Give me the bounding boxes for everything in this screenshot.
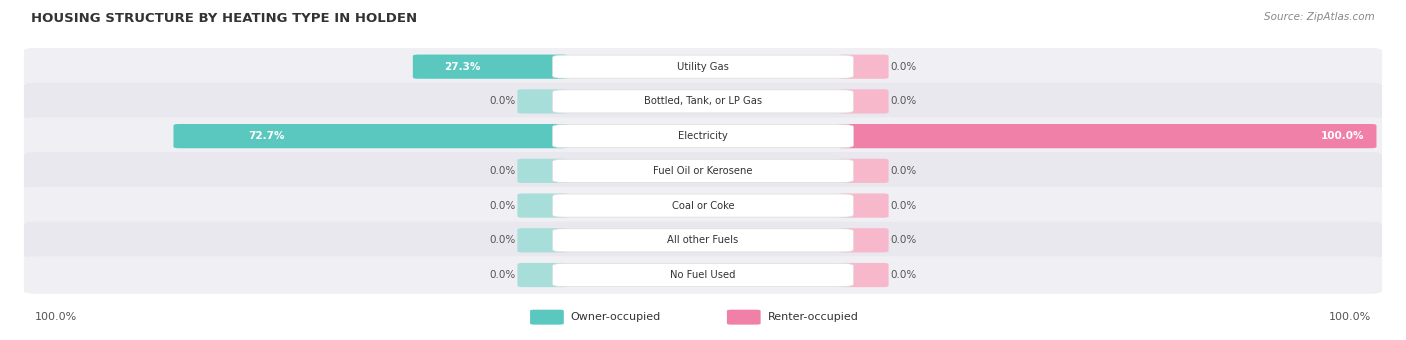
FancyBboxPatch shape (553, 90, 853, 113)
FancyBboxPatch shape (553, 264, 853, 287)
Text: 0.0%: 0.0% (489, 270, 516, 280)
Text: All other Fuels: All other Fuels (668, 235, 738, 245)
FancyBboxPatch shape (838, 89, 889, 114)
Text: 72.7%: 72.7% (247, 131, 284, 141)
FancyBboxPatch shape (553, 194, 853, 217)
FancyBboxPatch shape (838, 263, 889, 287)
Text: 0.0%: 0.0% (489, 166, 516, 176)
Text: 0.0%: 0.0% (890, 201, 917, 210)
Text: Coal or Coke: Coal or Coke (672, 201, 734, 210)
Text: 27.3%: 27.3% (444, 62, 481, 72)
FancyBboxPatch shape (173, 124, 568, 148)
FancyBboxPatch shape (553, 124, 853, 148)
Text: 0.0%: 0.0% (890, 62, 917, 72)
Text: 100.0%: 100.0% (1329, 312, 1371, 322)
FancyBboxPatch shape (24, 152, 1382, 190)
FancyBboxPatch shape (24, 187, 1382, 224)
Text: Source: ZipAtlas.com: Source: ZipAtlas.com (1264, 12, 1375, 22)
Text: 100.0%: 100.0% (1320, 131, 1364, 141)
FancyBboxPatch shape (553, 229, 853, 252)
FancyBboxPatch shape (413, 54, 568, 79)
Text: 0.0%: 0.0% (489, 201, 516, 210)
FancyBboxPatch shape (727, 310, 761, 325)
Text: 100.0%: 100.0% (35, 312, 77, 322)
FancyBboxPatch shape (24, 83, 1382, 120)
FancyBboxPatch shape (24, 117, 1382, 155)
FancyBboxPatch shape (553, 159, 853, 182)
Text: Owner-occupied: Owner-occupied (571, 312, 661, 322)
FancyBboxPatch shape (517, 263, 568, 287)
Text: Fuel Oil or Kerosene: Fuel Oil or Kerosene (654, 166, 752, 176)
Text: Electricity: Electricity (678, 131, 728, 141)
FancyBboxPatch shape (530, 310, 564, 325)
Text: HOUSING STRUCTURE BY HEATING TYPE IN HOLDEN: HOUSING STRUCTURE BY HEATING TYPE IN HOL… (31, 12, 418, 25)
Text: 0.0%: 0.0% (890, 97, 917, 106)
Text: Bottled, Tank, or LP Gas: Bottled, Tank, or LP Gas (644, 97, 762, 106)
FancyBboxPatch shape (838, 54, 889, 79)
FancyBboxPatch shape (838, 159, 889, 183)
FancyBboxPatch shape (24, 48, 1382, 85)
Text: Utility Gas: Utility Gas (678, 62, 728, 72)
FancyBboxPatch shape (517, 193, 568, 218)
Text: No Fuel Used: No Fuel Used (671, 270, 735, 280)
Text: Renter-occupied: Renter-occupied (768, 312, 859, 322)
FancyBboxPatch shape (24, 256, 1382, 294)
FancyBboxPatch shape (517, 89, 568, 114)
FancyBboxPatch shape (24, 222, 1382, 259)
Text: 0.0%: 0.0% (890, 166, 917, 176)
Text: 0.0%: 0.0% (489, 97, 516, 106)
FancyBboxPatch shape (553, 55, 853, 78)
FancyBboxPatch shape (517, 159, 568, 183)
Text: 0.0%: 0.0% (890, 270, 917, 280)
FancyBboxPatch shape (838, 124, 1376, 148)
Text: 0.0%: 0.0% (489, 235, 516, 245)
Text: 0.0%: 0.0% (890, 235, 917, 245)
FancyBboxPatch shape (838, 228, 889, 252)
FancyBboxPatch shape (517, 228, 568, 252)
FancyBboxPatch shape (838, 193, 889, 218)
